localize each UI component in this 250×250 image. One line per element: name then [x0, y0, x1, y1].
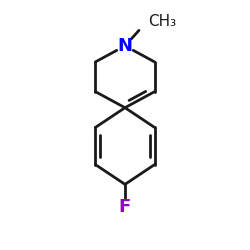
- Text: CH₃: CH₃: [148, 14, 176, 29]
- Text: F: F: [119, 198, 131, 216]
- Text: N: N: [118, 37, 132, 55]
